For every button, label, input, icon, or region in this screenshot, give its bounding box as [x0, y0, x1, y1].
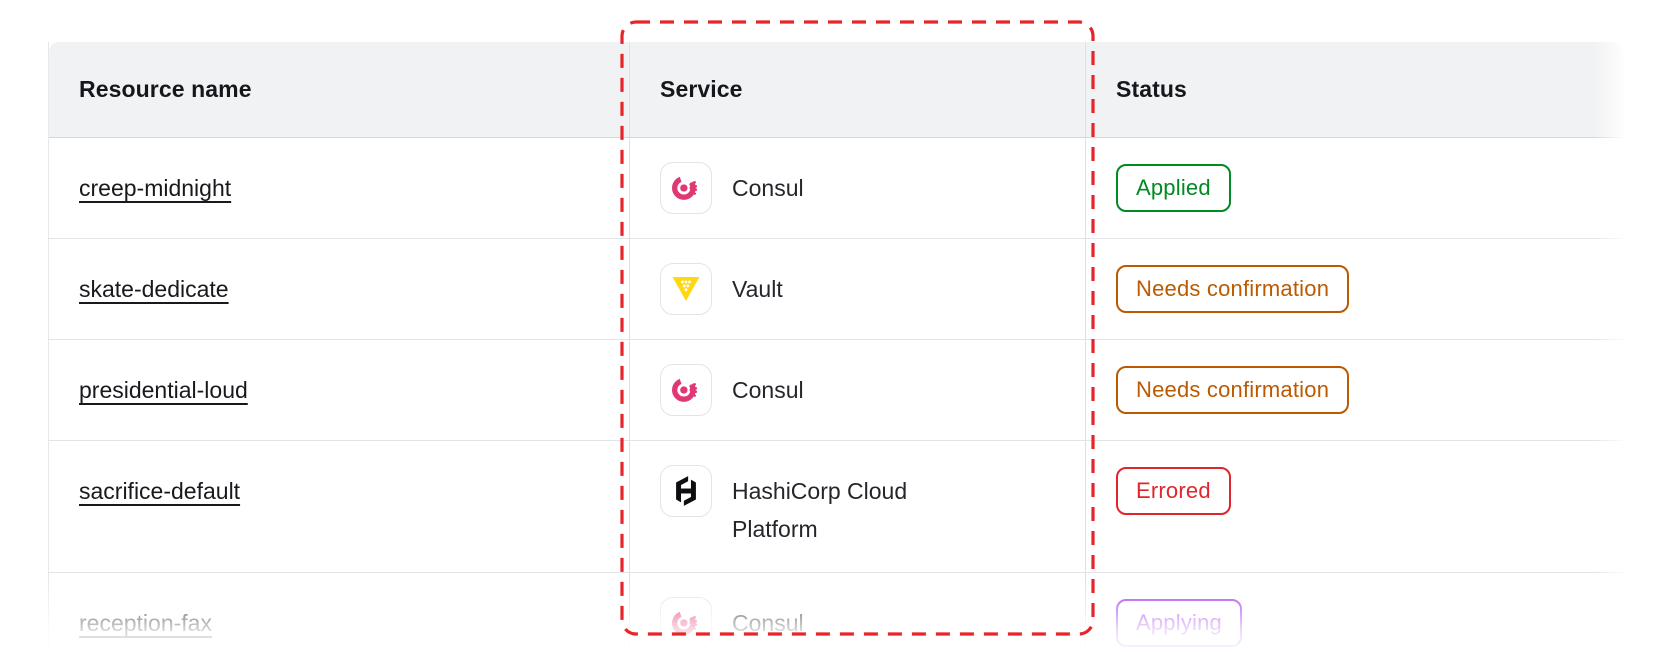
status-badge: Applied: [1116, 164, 1231, 212]
consul-icon: [669, 606, 703, 640]
resource-cell: sacrifice-default: [49, 441, 630, 572]
resource-cell: skate-dedicate: [49, 239, 630, 339]
column-header-label: Resource name: [79, 76, 252, 102]
resource-cell: creep-midnight: [49, 138, 630, 238]
table-header-row: Resource name Service Status: [49, 42, 1623, 138]
service-logo-tile: [660, 364, 712, 416]
service-name: HashiCorp Cloud Platform: [732, 478, 908, 542]
column-header-label: Service: [660, 76, 743, 102]
service-name: Consul: [732, 377, 804, 403]
resource-link[interactable]: presidential-loud: [79, 377, 248, 403]
status-cell: Errored: [1086, 441, 1623, 572]
column-header-status: Status: [1086, 42, 1623, 137]
service-cell: Vault: [630, 239, 1086, 339]
service-logo-tile: [660, 597, 712, 649]
table-row: sacrifice-default HashiCorp Cloud Platfo…: [49, 441, 1623, 573]
status-badge: Applying: [1116, 599, 1242, 647]
status-cell: Applied: [1086, 138, 1623, 238]
column-header-resource-name: Resource name: [49, 42, 630, 137]
service-logo-tile: [660, 162, 712, 214]
resource-link[interactable]: creep-midnight: [79, 175, 232, 201]
service-name: Consul: [732, 175, 804, 201]
vault-icon: [672, 276, 700, 302]
resource-link[interactable]: sacrifice-default: [79, 478, 241, 504]
service-cell: HashiCorp Cloud Platform: [630, 441, 1086, 572]
resource-link[interactable]: skate-dedicate: [79, 276, 229, 302]
service-name: Consul: [732, 610, 804, 636]
service-name: Vault: [732, 276, 783, 302]
resources-table: Resource name Service Status creep-midni…: [48, 42, 1623, 652]
service-logo-tile: [660, 263, 712, 315]
status-badge: Needs confirmation: [1116, 265, 1350, 313]
hashicorp-icon: [676, 476, 696, 506]
consul-icon: [669, 171, 703, 205]
service-cell: Consul: [630, 340, 1086, 440]
status-cell: Needs confirmation: [1086, 340, 1623, 440]
resource-cell: presidential-loud: [49, 340, 630, 440]
status-badge: Errored: [1116, 467, 1231, 515]
status-badge: Needs confirmation: [1116, 366, 1350, 414]
resource-cell: reception-fax: [49, 573, 630, 652]
service-cell: Consul: [630, 573, 1086, 652]
column-header-service: Service: [630, 42, 1086, 137]
table-row: creep-midnight Consul Applied: [49, 138, 1623, 239]
service-logo-tile: [660, 465, 712, 517]
table-row: presidential-loud Consul Needs confirmat…: [49, 340, 1623, 441]
status-cell: Applying: [1086, 573, 1623, 652]
table-row: reception-fax Consul Applying: [49, 573, 1623, 652]
status-cell: Needs confirmation: [1086, 239, 1623, 339]
consul-icon: [669, 373, 703, 407]
table-row: skate-dedicate Vault Needs confirmation: [49, 239, 1623, 340]
column-header-label: Status: [1116, 76, 1187, 102]
resource-link[interactable]: reception-fax: [79, 610, 212, 636]
service-cell: Consul: [630, 138, 1086, 238]
